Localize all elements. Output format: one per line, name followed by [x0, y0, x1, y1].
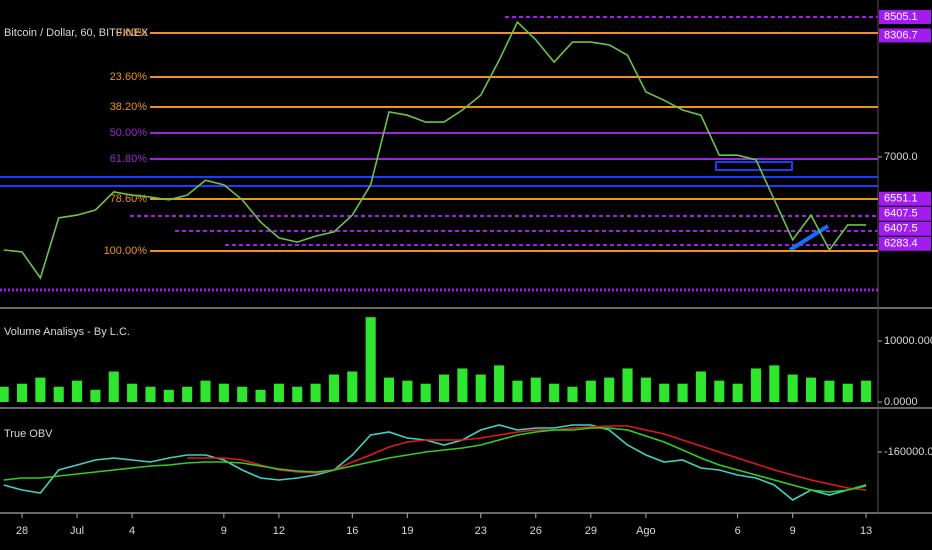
volume-bar [640, 377, 651, 402]
volume-bar [383, 377, 395, 402]
price-label-box [879, 221, 931, 236]
volume-bar [145, 386, 156, 402]
drawn-box [715, 161, 793, 171]
x-tick-label: 29 [585, 525, 597, 537]
series-line [3, 427, 867, 493]
price-label: 6283.4 [884, 238, 918, 250]
panel-title: True OBV [4, 428, 53, 440]
panel-title: Bitcoin / Dollar, 60, BITFINEX [4, 27, 149, 39]
volume-bar [218, 383, 229, 402]
volume-bar [750, 368, 762, 402]
volume-bar [805, 377, 817, 402]
fib-label: 50.00% [110, 127, 148, 139]
volume-bar [732, 383, 743, 402]
volume-bar [328, 374, 339, 402]
volume-bar [108, 371, 119, 402]
volume-bar [127, 383, 138, 402]
fib-label: 61.80% [110, 153, 148, 165]
volume-bar [695, 371, 706, 402]
volume-bar [769, 365, 780, 402]
x-tick-label: Jul [70, 525, 84, 537]
x-tick-label: 28 [16, 525, 28, 537]
volume-bar [494, 365, 505, 402]
volume-bar [567, 386, 578, 402]
price-label-box [879, 28, 931, 43]
volume-bar [604, 377, 615, 402]
volume-bar [347, 371, 358, 402]
x-tick-label: 26 [530, 525, 542, 537]
x-tick-label: 13 [860, 525, 872, 537]
price-label: 8505.1 [884, 11, 918, 23]
panel-title: Volume Analisys - By L.C. [4, 326, 130, 338]
fib-label: 23.60% [110, 71, 148, 83]
price-label-box [879, 10, 931, 25]
x-tick-label: 16 [346, 525, 358, 537]
x-tick-label: 9 [221, 525, 227, 537]
x-tick-label: 12 [273, 525, 285, 537]
volume-bar [530, 377, 541, 402]
fib-label: 0.00% [116, 27, 147, 39]
volume-bar [714, 380, 725, 402]
volume-bar [824, 380, 835, 402]
y-tick-label: 10000.0000 [884, 335, 932, 347]
volume-bar [512, 380, 523, 402]
volume-bar [787, 374, 798, 402]
volume-bar [475, 374, 486, 402]
volume-bar [402, 380, 413, 402]
x-tick-label: 23 [475, 525, 487, 537]
volume-bar [237, 386, 248, 402]
volume-bar [310, 383, 321, 402]
x-tick-label: 4 [129, 525, 135, 537]
volume-bar [273, 383, 284, 402]
volume-bar [35, 377, 46, 402]
volume-bar [163, 389, 174, 402]
volume-bar [365, 317, 376, 402]
price-label: 6551.1 [884, 193, 918, 205]
volume-bar [622, 368, 633, 402]
volume-bar [292, 386, 303, 402]
price-label-box [879, 191, 931, 206]
x-tick-label: Ago [636, 525, 656, 537]
volume-bar [0, 386, 9, 402]
volume-bar [861, 380, 872, 402]
y-tick-label: 0.0000 [884, 396, 918, 408]
y-tick-label: 7000.0 [884, 151, 918, 163]
volume-bar [585, 380, 596, 402]
volume-bar [182, 386, 193, 402]
price-label-box [879, 206, 931, 221]
volume-bar [439, 374, 450, 402]
price-label-box [879, 236, 931, 251]
volume-bar [16, 383, 28, 402]
y-tick-label: -160000.0000 [884, 446, 932, 458]
series-line [3, 20, 867, 280]
volume-bar [659, 383, 670, 402]
volume-bar [842, 383, 853, 402]
price-label: 6407.5 [884, 223, 918, 235]
volume-bar [200, 380, 211, 402]
price-label: 6407.5 [884, 208, 918, 220]
x-tick-label: 19 [401, 525, 413, 537]
volume-bar [549, 383, 560, 402]
series-line [3, 424, 867, 501]
x-tick-label: 9 [790, 525, 796, 537]
volume-bar [255, 389, 266, 402]
volume-bar [457, 368, 468, 402]
price-label: 8306.7 [884, 29, 918, 41]
volume-bar [72, 380, 83, 402]
series-line [187, 425, 867, 491]
trend-line [788, 224, 830, 252]
volume-bar [677, 383, 688, 402]
volume-bar [420, 383, 431, 402]
fib-label: 38.20% [110, 101, 148, 113]
volume-bar [53, 386, 64, 402]
x-tick-label: 6 [735, 525, 741, 537]
volume-bar [90, 389, 101, 402]
fib-label: 100.00% [104, 245, 148, 257]
drawings [0, 16, 878, 292]
